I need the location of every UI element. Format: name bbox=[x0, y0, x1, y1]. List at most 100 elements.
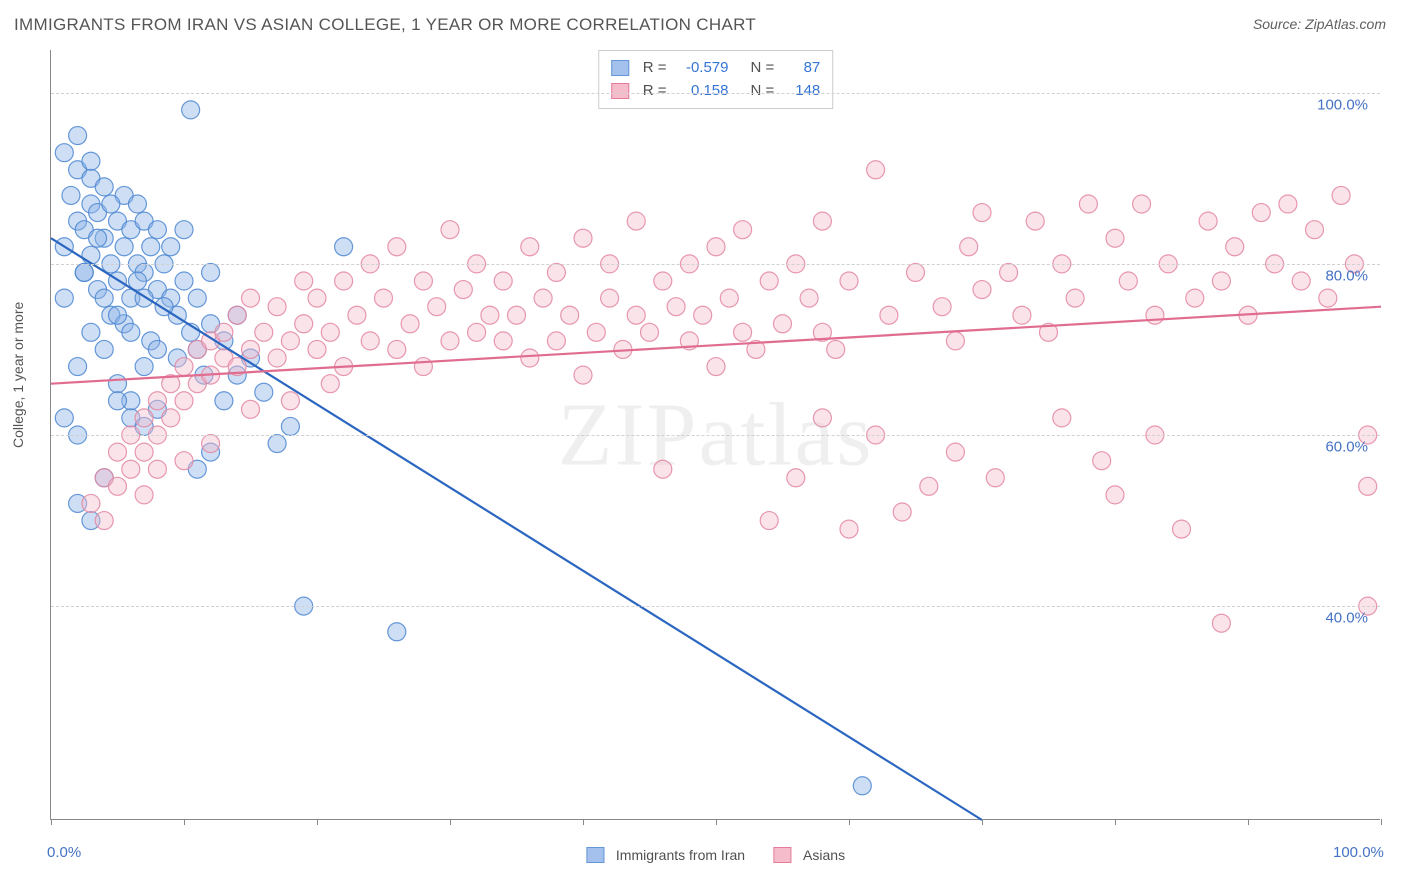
x-tick-label: 100.0% bbox=[1333, 844, 1384, 861]
scatter-point-asians bbox=[135, 486, 153, 504]
scatter-point-asians bbox=[654, 272, 672, 290]
scatter-point-asians bbox=[109, 477, 127, 495]
series-legend-item: Asians bbox=[773, 847, 845, 863]
x-tick bbox=[450, 819, 451, 825]
scatter-point-asians bbox=[734, 323, 752, 341]
scatter-point-asians bbox=[1279, 195, 1297, 213]
stat-r-value: 0.158 bbox=[677, 80, 729, 103]
scatter-point-iran bbox=[69, 358, 87, 376]
series-legend-swatch bbox=[586, 847, 604, 863]
scatter-point-asians bbox=[840, 272, 858, 290]
scatter-point-asians bbox=[82, 494, 100, 512]
scatter-point-iran bbox=[62, 186, 80, 204]
stat-legend-swatch bbox=[611, 60, 629, 76]
scatter-point-iran bbox=[162, 238, 180, 256]
scatter-point-asians bbox=[627, 306, 645, 324]
scatter-point-asians bbox=[1212, 272, 1230, 290]
scatter-point-asians bbox=[1013, 306, 1031, 324]
stat-n-value: 87 bbox=[784, 57, 820, 80]
scatter-point-iran bbox=[55, 289, 73, 307]
scatter-point-asians bbox=[215, 323, 233, 341]
scatter-point-asians bbox=[946, 443, 964, 461]
scatter-point-asians bbox=[175, 452, 193, 470]
scatter-point-asians bbox=[508, 306, 526, 324]
series-legend-swatch bbox=[773, 847, 791, 863]
scatter-point-iran bbox=[142, 238, 160, 256]
scatter-point-asians bbox=[321, 323, 339, 341]
scatter-point-iran bbox=[268, 435, 286, 453]
scatter-point-asians bbox=[468, 323, 486, 341]
scatter-point-asians bbox=[494, 272, 512, 290]
scatter-point-asians bbox=[175, 358, 193, 376]
scatter-point-asians bbox=[800, 289, 818, 307]
scatter-point-iran bbox=[148, 221, 166, 239]
scatter-point-iran bbox=[109, 392, 127, 410]
scatter-point-asians bbox=[574, 229, 592, 247]
x-tick-label: 0.0% bbox=[47, 844, 81, 861]
scatter-point-asians bbox=[667, 298, 685, 316]
scatter-point-asians bbox=[1252, 204, 1270, 222]
scatter-point-asians bbox=[1119, 272, 1137, 290]
scatter-point-asians bbox=[813, 212, 831, 230]
scatter-point-iran bbox=[95, 289, 113, 307]
stat-r-prefix: R = bbox=[643, 57, 667, 80]
scatter-point-asians bbox=[375, 289, 393, 307]
scatter-point-asians bbox=[907, 263, 925, 281]
scatter-point-iran bbox=[95, 340, 113, 358]
scatter-point-iran bbox=[215, 392, 233, 410]
scatter-point-asians bbox=[840, 520, 858, 538]
scatter-point-asians bbox=[547, 332, 565, 350]
scatter-point-asians bbox=[268, 298, 286, 316]
scatter-point-asians bbox=[521, 238, 539, 256]
scatter-point-asians bbox=[441, 332, 459, 350]
scatter-point-iran bbox=[122, 323, 140, 341]
scatter-point-iran bbox=[335, 238, 353, 256]
scatter-point-asians bbox=[255, 323, 273, 341]
scatter-point-asians bbox=[295, 315, 313, 333]
scatter-point-asians bbox=[202, 435, 220, 453]
chart-title: IMMIGRANTS FROM IRAN VS ASIAN COLLEGE, 1… bbox=[14, 15, 756, 35]
x-tick bbox=[184, 819, 185, 825]
scatter-point-asians bbox=[1173, 520, 1191, 538]
plot-area: ZIPatlas R =-0.579N =87R =0.158N =148 Im… bbox=[50, 50, 1380, 820]
scatter-point-asians bbox=[348, 306, 366, 324]
scatter-point-iran bbox=[69, 127, 87, 145]
scatter-point-asians bbox=[162, 409, 180, 427]
scatter-point-asians bbox=[1332, 186, 1350, 204]
scatter-point-iran bbox=[109, 375, 127, 393]
scatter-point-iran bbox=[255, 383, 273, 401]
scatter-point-asians bbox=[109, 443, 127, 461]
scatter-point-asians bbox=[587, 323, 605, 341]
scatter-point-asians bbox=[1306, 221, 1324, 239]
scatter-point-iran bbox=[148, 340, 166, 358]
scatter-point-asians bbox=[148, 460, 166, 478]
scatter-point-asians bbox=[1106, 229, 1124, 247]
stat-legend-row: R =0.158N =148 bbox=[611, 80, 821, 103]
scatter-point-asians bbox=[813, 409, 831, 427]
x-tick bbox=[317, 819, 318, 825]
scatter-point-asians bbox=[694, 306, 712, 324]
scatter-point-asians bbox=[654, 460, 672, 478]
scatter-point-asians bbox=[1292, 272, 1310, 290]
scatter-point-asians bbox=[561, 306, 579, 324]
stat-n-value: 148 bbox=[784, 80, 820, 103]
scatter-point-asians bbox=[242, 340, 260, 358]
scatter-point-asians bbox=[867, 161, 885, 179]
stat-r-prefix: R = bbox=[643, 80, 667, 103]
x-tick bbox=[716, 819, 717, 825]
scatter-point-asians bbox=[308, 289, 326, 307]
stat-n-prefix: N = bbox=[751, 57, 775, 80]
scatter-point-iran bbox=[82, 246, 100, 264]
x-tick bbox=[849, 819, 850, 825]
scatter-point-asians bbox=[494, 332, 512, 350]
scatter-point-asians bbox=[428, 298, 446, 316]
x-tick bbox=[51, 819, 52, 825]
scatter-point-asians bbox=[135, 409, 153, 427]
scatter-point-asians bbox=[973, 281, 991, 299]
x-tick bbox=[1381, 819, 1382, 825]
scatter-point-asians bbox=[135, 443, 153, 461]
scatter-point-asians bbox=[148, 392, 166, 410]
scatter-point-asians bbox=[601, 289, 619, 307]
scatter-point-iran bbox=[89, 229, 107, 247]
scatter-point-asians bbox=[1146, 306, 1164, 324]
